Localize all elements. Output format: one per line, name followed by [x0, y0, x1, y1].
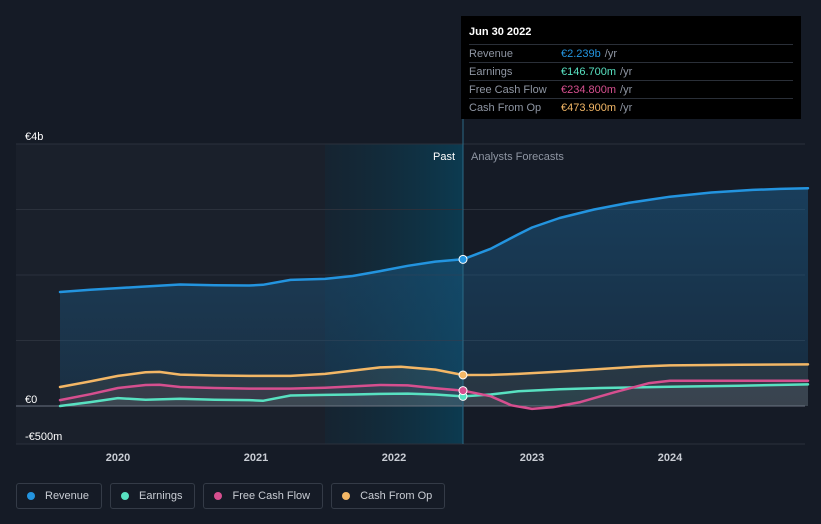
tooltip-row-revenue: Revenue €2.239b /yr: [469, 44, 793, 62]
tooltip-value: €2.239b: [561, 47, 601, 60]
x-axis-tick-label: 2023: [520, 452, 544, 464]
tooltip-unit: /yr: [620, 101, 633, 114]
tooltip-label: Free Cash Flow: [469, 83, 547, 96]
legend-dot-icon: [121, 492, 130, 500]
series-line-revenue: [58, 186, 810, 294]
tooltip-row-earnings: Earnings €146.700m /yr: [469, 62, 793, 80]
marker-revenue: [458, 254, 468, 264]
legend-label: Earnings: [139, 490, 183, 502]
legend-item-free-cash-flow[interactable]: Free Cash Flow: [203, 483, 324, 509]
x-axis-tick-label: 2020: [106, 452, 130, 464]
series-line-earnings: [58, 383, 810, 408]
tooltip-unit: /yr: [604, 47, 617, 60]
x-axis-tick-label: 2021: [244, 452, 268, 464]
legend-item-cash-from-op[interactable]: Cash From Op: [331, 483, 446, 509]
tooltip-row-cash-from-op: Cash From Op €473.900m /yr: [469, 98, 793, 116]
past-label: Past: [433, 151, 455, 163]
y-axis-label: €0: [25, 394, 37, 406]
marker-free-cash-flow: [458, 386, 468, 396]
tooltip-label: Revenue: [469, 47, 514, 60]
series-line-free-cash-flow: [58, 379, 810, 411]
legend-item-earnings[interactable]: Earnings: [110, 483, 196, 509]
tooltip-value: €146.700m: [561, 65, 617, 78]
series-area-revenue: [60, 188, 808, 406]
legend-dot-icon: [214, 492, 223, 500]
legend-dot-icon: [342, 492, 351, 500]
data-tooltip: Jun 30 2022 Revenue €2.239b /yr Earnings…: [461, 16, 801, 119]
tooltip-label: Earnings: [469, 65, 513, 78]
y-axis-label: €4b: [25, 131, 43, 143]
tooltip-value: €473.900m: [561, 101, 617, 114]
legend-dot-icon: [27, 492, 35, 500]
forecast-label: Analysts Forecasts: [471, 151, 564, 163]
marker-cash-from-op: [458, 370, 468, 380]
series-area-cash-from-op: [60, 364, 808, 406]
tooltip-unit: /yr: [620, 83, 633, 96]
chart-legend: Revenue Earnings Free Cash Flow Cash Fro…: [16, 483, 446, 509]
x-axis-tick-label: 2024: [658, 452, 683, 464]
tooltip-row-free-cash-flow: Free Cash Flow €234.800m /yr: [469, 80, 793, 98]
x-axis-tick-label: 2022: [382, 452, 406, 464]
series-line-cash-from-op: [58, 363, 810, 389]
legend-item-revenue[interactable]: Revenue: [16, 483, 103, 509]
y-axis-label: -€500m: [25, 431, 62, 443]
legend-label: Free Cash Flow: [232, 490, 311, 502]
legend-label: Revenue: [45, 490, 90, 502]
tooltip-label: Cash From Op: [469, 101, 542, 114]
tooltip-value: €234.800m: [561, 83, 617, 96]
legend-label: Cash From Op: [360, 490, 433, 502]
tooltip-unit: /yr: [620, 65, 633, 78]
tooltip-date: Jun 30 2022: [469, 26, 532, 38]
